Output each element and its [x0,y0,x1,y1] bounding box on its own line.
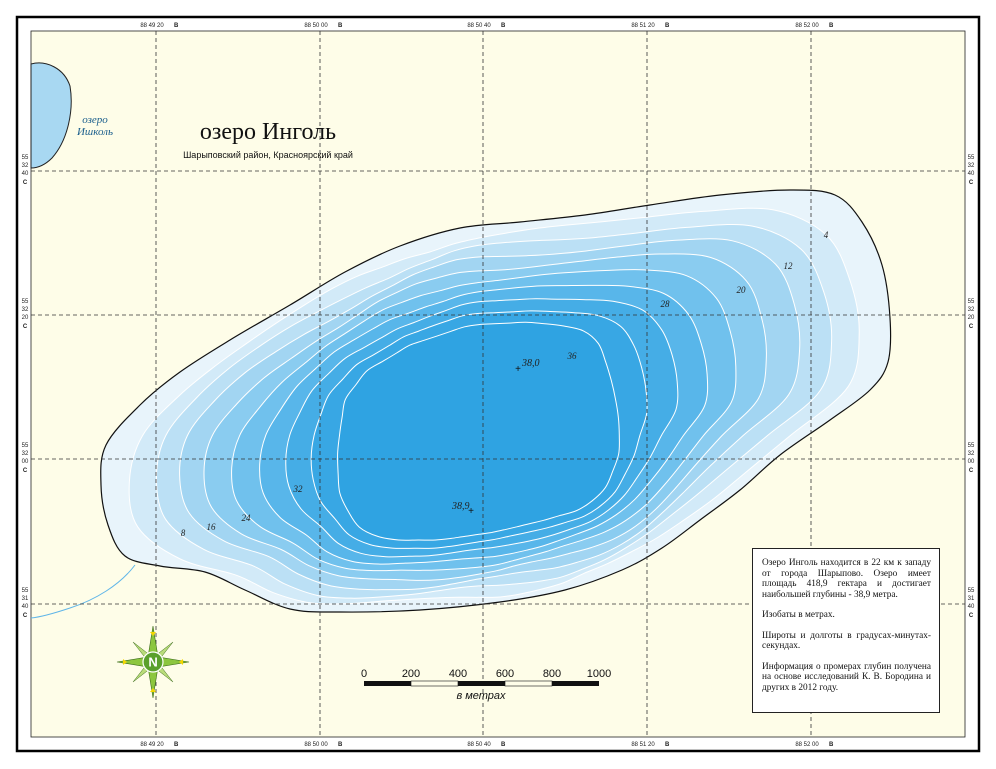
lat-right-1-deg: 55 [968,155,975,161]
lat-left-3-sec: 00 [22,459,29,465]
stream [30,564,136,619]
lon-label-top-3: 88 50 40 [467,23,491,29]
lat-right-2-sec: 20 [968,315,975,321]
isobath-label-4: 4 [824,230,829,240]
lat-right-3-min: 32 [968,451,975,457]
neighbor-lake-name-2: Ишколь [76,126,113,138]
lat-left-4-sec: 40 [22,604,29,610]
isobath-label-24: 24 [242,513,252,523]
depth-point-2-mark: + [468,506,474,517]
map-subtitle: Шарыповский район, Красноярский край [183,150,353,160]
isobath-label-16: 16 [207,522,217,532]
lat-left-2-deg: 55 [22,299,29,305]
lon-suffix-bottom-3: В [501,742,506,748]
neighbor-lake-name-1: озеро [82,114,108,126]
lat-left-2-sec: 20 [22,315,29,321]
lat-left-3-min: 32 [22,451,29,457]
map-title: озеро Инголь [200,119,336,145]
lon-suffix-top-5: В [829,23,834,29]
info-paragraph-1: Озеро Инголь находится в 22 км к западу … [762,558,931,600]
lat-right-1-min: 32 [968,163,975,169]
isobath-label-32: 32 [293,484,304,494]
depth-point-2-value: 38,9 [451,501,470,512]
compass-rose: N [116,625,190,699]
lat-left-1-sec: 40 [22,171,29,177]
lat-left-1-deg: 55 [22,155,29,161]
lat-left-2-suffix: С [23,324,28,330]
lat-right-4-min: 31 [968,596,975,602]
lat-left-1-suffix: С [23,180,28,186]
isobath-label-8: 8 [181,528,186,538]
info-box: Озеро Инголь находится в 22 км к западу … [752,548,940,713]
lon-label-bottom-5: 88 52 00 [795,742,819,748]
depth-point-1: + 38,0 [515,358,539,375]
lat-right-2-deg: 55 [968,299,975,305]
lon-suffix-top-1: В [174,23,179,29]
lat-left-4-min: 31 [22,596,29,602]
lon-label-bottom-2: 88 50 00 [304,742,328,748]
lon-suffix-bottom-2: В [338,742,343,748]
lat-right-4-deg: 55 [968,588,975,594]
isobath-label-12: 12 [784,261,794,271]
depth-point-2: + 38,9 [451,501,474,517]
scale-tick-400: 400 [449,668,467,680]
right-latitude-labels: 55 32 40 С 55 32 20 С 55 32 00 С 55 31 4… [968,155,975,619]
lon-label-top-4: 88 51 20 [631,23,655,29]
info-paragraph-2: Изобаты в метрах. [762,610,835,620]
scale-tick-1000: 1000 [587,668,611,680]
isobath-label-20: 20 [737,285,747,295]
isobath-band-9 [337,321,620,541]
isobath-label-28: 28 [661,299,671,309]
lon-suffix-bottom-4: В [665,742,670,748]
lake-ingol [100,189,892,613]
bottom-longitude-labels: 88 49 20 В 88 50 00 В 88 50 40 В 88 51 2… [140,742,834,748]
map-frame [15,15,981,753]
scale-tick-800: 800 [543,668,561,680]
lon-label-top-2: 88 50 00 [304,23,328,29]
lon-suffix-bottom-5: В [829,742,834,748]
lat-right-3-deg: 55 [968,443,975,449]
lon-label-bottom-1: 88 49 20 [140,742,164,748]
lat-right-4-sec: 40 [968,604,975,610]
lat-right-1-sec: 40 [968,171,975,177]
lon-label-top-5: 88 52 00 [795,23,819,29]
scale-bar: 0 200 400 600 800 1000 в метрах [361,668,611,702]
lon-suffix-top-3: В [501,23,506,29]
lat-right-1-suffix: С [969,180,974,186]
lon-suffix-bottom-1: В [174,742,179,748]
lat-left-3-suffix: С [23,468,28,474]
isobath-label-36: 36 [567,351,578,361]
lat-left-4-suffix: С [23,613,28,619]
left-latitude-labels: 55 32 40 С 55 32 20 С 55 32 00 С 55 31 4… [22,155,29,619]
scale-tick-200: 200 [402,668,420,680]
lon-label-bottom-3: 88 50 40 [467,742,491,748]
top-longitude-labels: 88 49 20 В 88 50 00 В 88 50 40 В 88 51 2… [140,23,834,29]
isobath-labels: 4 8 12 16 20 24 28 32 36 [181,230,829,538]
info-paragraph-4: Информация о промерах глубин получена на… [762,661,931,693]
lon-suffix-top-2: В [338,23,343,29]
compass-letter: N [148,655,157,670]
neighbor-lake [30,62,72,169]
lat-left-3-deg: 55 [22,443,29,449]
lat-right-2-min: 32 [968,307,975,313]
lat-right-4-suffix: С [969,613,974,619]
lat-right-3-sec: 00 [968,459,975,465]
depth-point-1-mark: + [515,364,521,375]
lat-left-2-min: 32 [22,307,29,313]
scale-tick-0: 0 [361,668,367,680]
lat-right-3-suffix: С [969,468,974,474]
lat-right-2-suffix: С [969,324,974,330]
lat-left-1-min: 32 [22,163,29,169]
lon-label-bottom-4: 88 51 20 [631,742,655,748]
depth-point-1-value: 38,0 [521,358,540,369]
lat-left-4-deg: 55 [22,588,29,594]
info-paragraph-3: Широты и долготы в градусах-минутах-секу… [762,630,931,652]
lon-label-top-1: 88 49 20 [140,23,164,29]
scale-unit: в метрах [456,690,506,702]
lon-suffix-top-4: В [665,23,670,29]
scale-tick-600: 600 [496,668,514,680]
